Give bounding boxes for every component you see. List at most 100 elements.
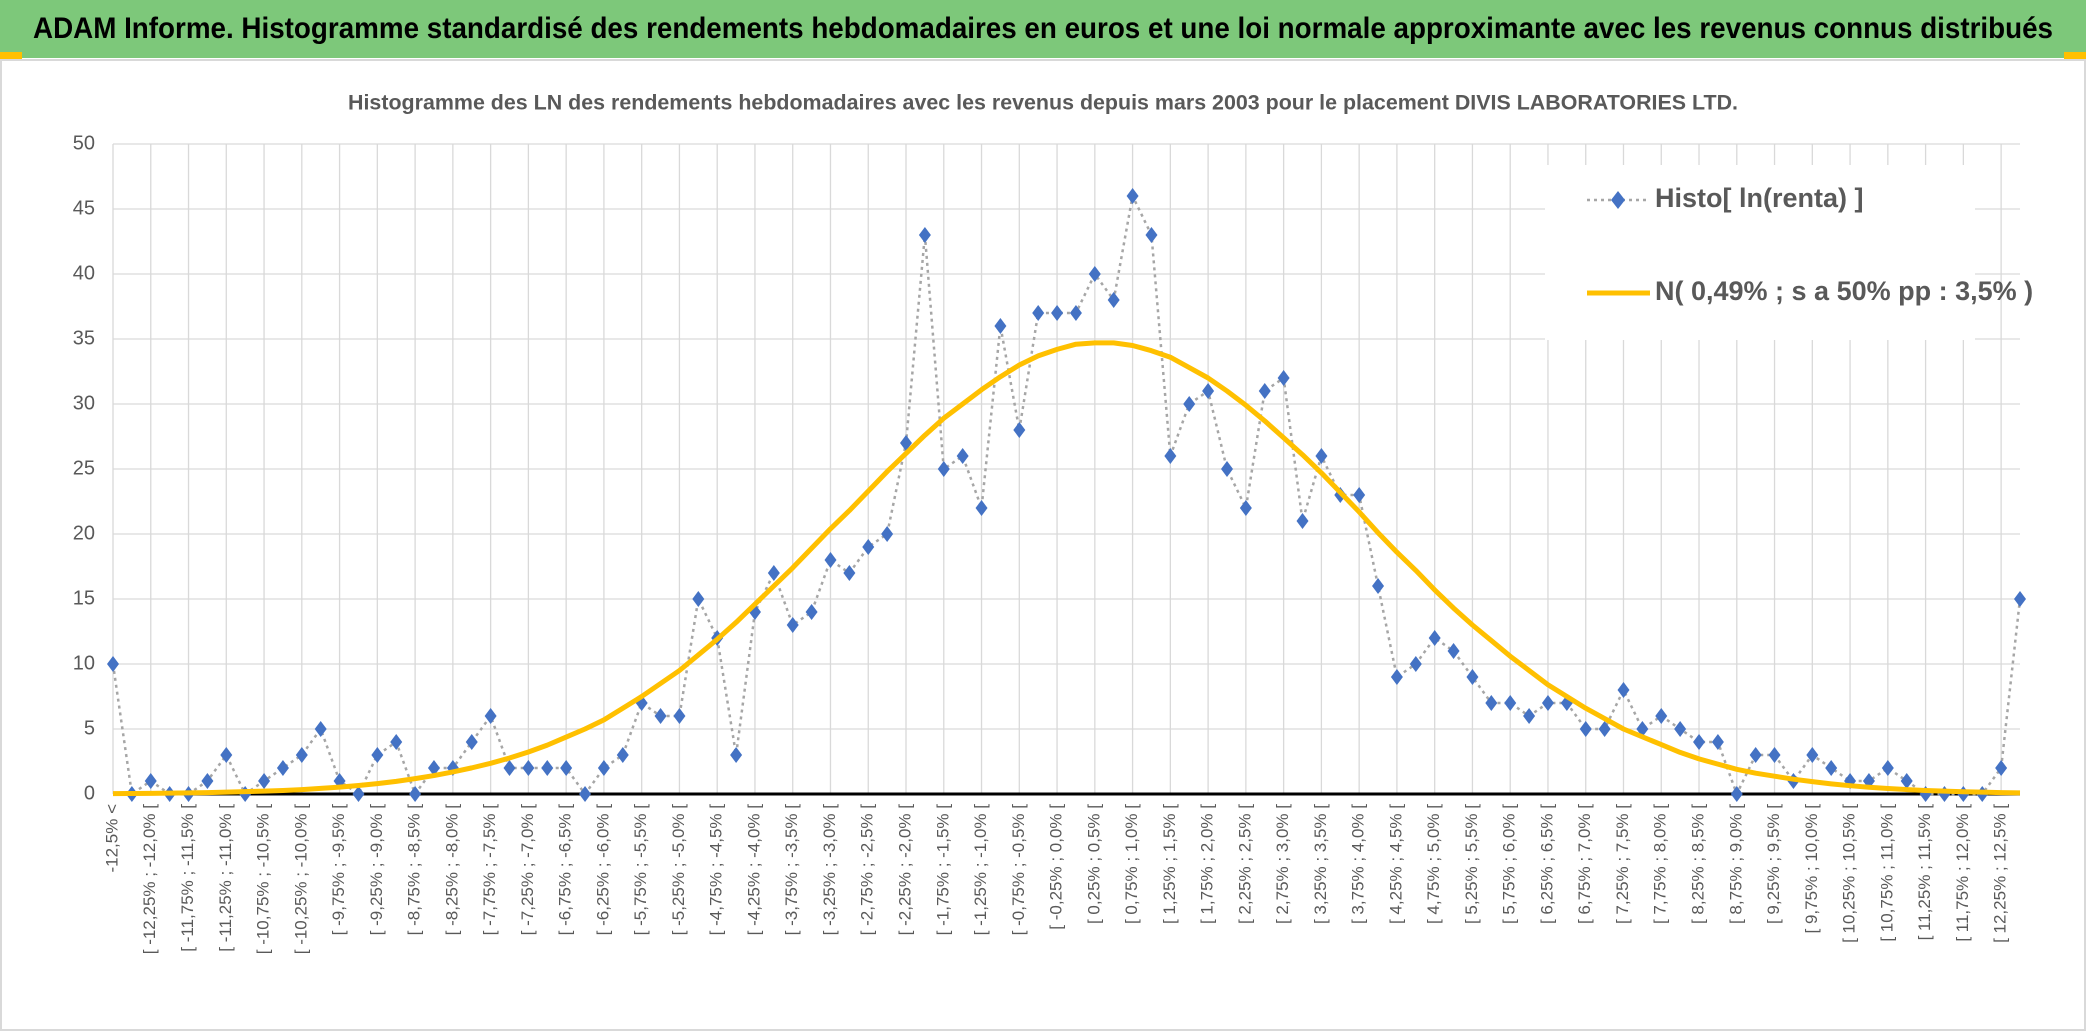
data-point (900, 435, 913, 451)
data-point (1315, 448, 1328, 464)
x-tick-label: [ 7,25% ; 7,5% [ (1613, 804, 1632, 924)
data-point (1598, 721, 1611, 737)
x-tick-label: [ -4,75% ; -4,5% [ (707, 804, 726, 936)
legend-label: Histo[ ln(renta) ] (1655, 183, 1864, 213)
data-point (1900, 773, 1913, 789)
data-point (1069, 305, 1082, 321)
data-point (276, 760, 289, 776)
y-tick-label: 5 (84, 717, 95, 739)
data-point (975, 500, 988, 516)
x-tick-label: [ 5,25% ; 5,5% [ (1462, 804, 1481, 924)
x-tick-label: [ -10,75% ; -10,5% [ (254, 804, 273, 955)
data-point (1409, 656, 1422, 672)
data-point (579, 786, 592, 802)
data-point (597, 760, 610, 776)
data-point (767, 565, 780, 581)
x-tick-label: [ -11,25% ; -11,0% [ (216, 804, 235, 952)
data-point (1372, 578, 1385, 594)
data-point (730, 747, 743, 763)
x-tick-label: [ -6,25% ; -6,0% [ (593, 804, 612, 936)
data-point (956, 448, 969, 464)
x-tick-label: [ -11,75% ; -11,5% [ (178, 804, 197, 952)
data-point (1749, 747, 1762, 763)
data-point (1258, 383, 1271, 399)
data-point (1107, 292, 1120, 308)
x-tick-label: [ -5,75% ; -5,5% [ (631, 804, 650, 936)
x-tick-label: [ 10,25% ; 10,5% [ (1840, 804, 1859, 943)
data-point (1353, 487, 1366, 503)
data-point (805, 604, 818, 620)
data-point (1655, 708, 1668, 724)
data-point (1995, 760, 2008, 776)
x-tick-label: [ -5,25% ; -5,0% [ (669, 804, 688, 936)
data-point (1447, 643, 1460, 659)
x-tick-label: [ 11,75% ; 12,0% [ (1953, 804, 1972, 942)
data-point (220, 747, 233, 763)
x-tick-label: [ 2,25% ; 2,5% [ (1235, 804, 1254, 924)
data-point (295, 747, 308, 763)
data-point (673, 708, 686, 724)
data-point (1485, 695, 1498, 711)
data-point (258, 773, 271, 789)
y-tick-label: 25 (73, 457, 95, 479)
data-point (1013, 422, 1026, 438)
x-tick-label: [ -0,25% ; 0,0% [ (1047, 804, 1066, 930)
data-point (1164, 448, 1177, 464)
data-point (503, 760, 516, 776)
x-tick-label: [ -1,75% ; -1,5% [ (933, 804, 952, 936)
data-point (1674, 721, 1687, 737)
x-tick-label: [ -9,25% ; -9,0% [ (367, 804, 386, 936)
data-point (1768, 747, 1781, 763)
data-point (786, 617, 799, 633)
x-tick-label: [ -2,25% ; -2,0% [ (895, 804, 914, 936)
data-point (352, 786, 365, 802)
x-tick-label: [ 2,75% ; 3,0% [ (1273, 804, 1292, 924)
data-point (1881, 760, 1894, 776)
x-tick-label: [ -8,75% ; -8,5% [ (405, 804, 424, 936)
corner-accent (0, 52, 22, 60)
x-tick-label: [ -1,25% ; -1,0% [ (971, 804, 990, 936)
data-point (824, 552, 837, 568)
x-tick-label: [ 4,75% ; 5,0% [ (1424, 804, 1443, 924)
data-point (918, 227, 931, 243)
data-point (843, 565, 856, 581)
data-point (994, 318, 1007, 334)
y-tick-label: 40 (73, 262, 95, 284)
x-tick-label: [ 10,75% ; 11,0% [ (1877, 804, 1896, 942)
x-tick-label: [ 4,25% ; 4,5% [ (1386, 804, 1405, 924)
x-tick-label: [ -8,25% ; -8,0% [ (442, 804, 461, 936)
data-point (881, 526, 894, 542)
data-point (427, 760, 440, 776)
x-tick-label: [ 9,75% ; 10,0% [ (1802, 804, 1821, 934)
data-point (1202, 383, 1215, 399)
data-point (1504, 695, 1517, 711)
chart-border (0, 59, 2086, 1031)
data-point (1523, 708, 1536, 724)
data-point (1277, 370, 1290, 386)
data-point (144, 773, 157, 789)
x-tick-label: [ -10,25% ; -10,0% [ (291, 804, 310, 955)
y-tick-label: 35 (73, 327, 95, 349)
data-point (937, 461, 950, 477)
x-tick-label: [ 9,25% ; 9,5% [ (1764, 804, 1783, 924)
data-point (862, 539, 875, 555)
x-tick-label: [ -3,25% ; -3,0% [ (820, 804, 839, 936)
x-tick-label: [ 3,25% ; 3,5% [ (1311, 804, 1330, 924)
x-tick-label: [ -12,25% ; -12,0% [ (140, 804, 159, 955)
data-point (654, 708, 667, 724)
x-tick-label: [ -6,75% ; -6,5% [ (556, 804, 575, 936)
x-tick-label: [ 12,25% ; 12,5% [ (1991, 804, 2010, 943)
x-tick-label: [ -7,75% ; -7,5% [ (480, 804, 499, 936)
x-tick-label: [ -4,25% ; -4,0% [ (744, 804, 763, 936)
data-point (616, 747, 629, 763)
data-point (2014, 591, 2026, 607)
x-tick-label: [ 5,75% ; 6,0% [ (1500, 804, 1519, 924)
data-point (1296, 513, 1309, 529)
data-point (1032, 305, 1045, 321)
legend-marker (1611, 191, 1625, 209)
y-tick-label: 30 (73, 392, 95, 414)
x-tick-label: [ 6,25% ; 6,5% [ (1537, 804, 1556, 924)
page-title: ADAM Informe. Histogramme standardisé de… (33, 12, 2053, 45)
y-tick-label: 15 (73, 587, 95, 609)
